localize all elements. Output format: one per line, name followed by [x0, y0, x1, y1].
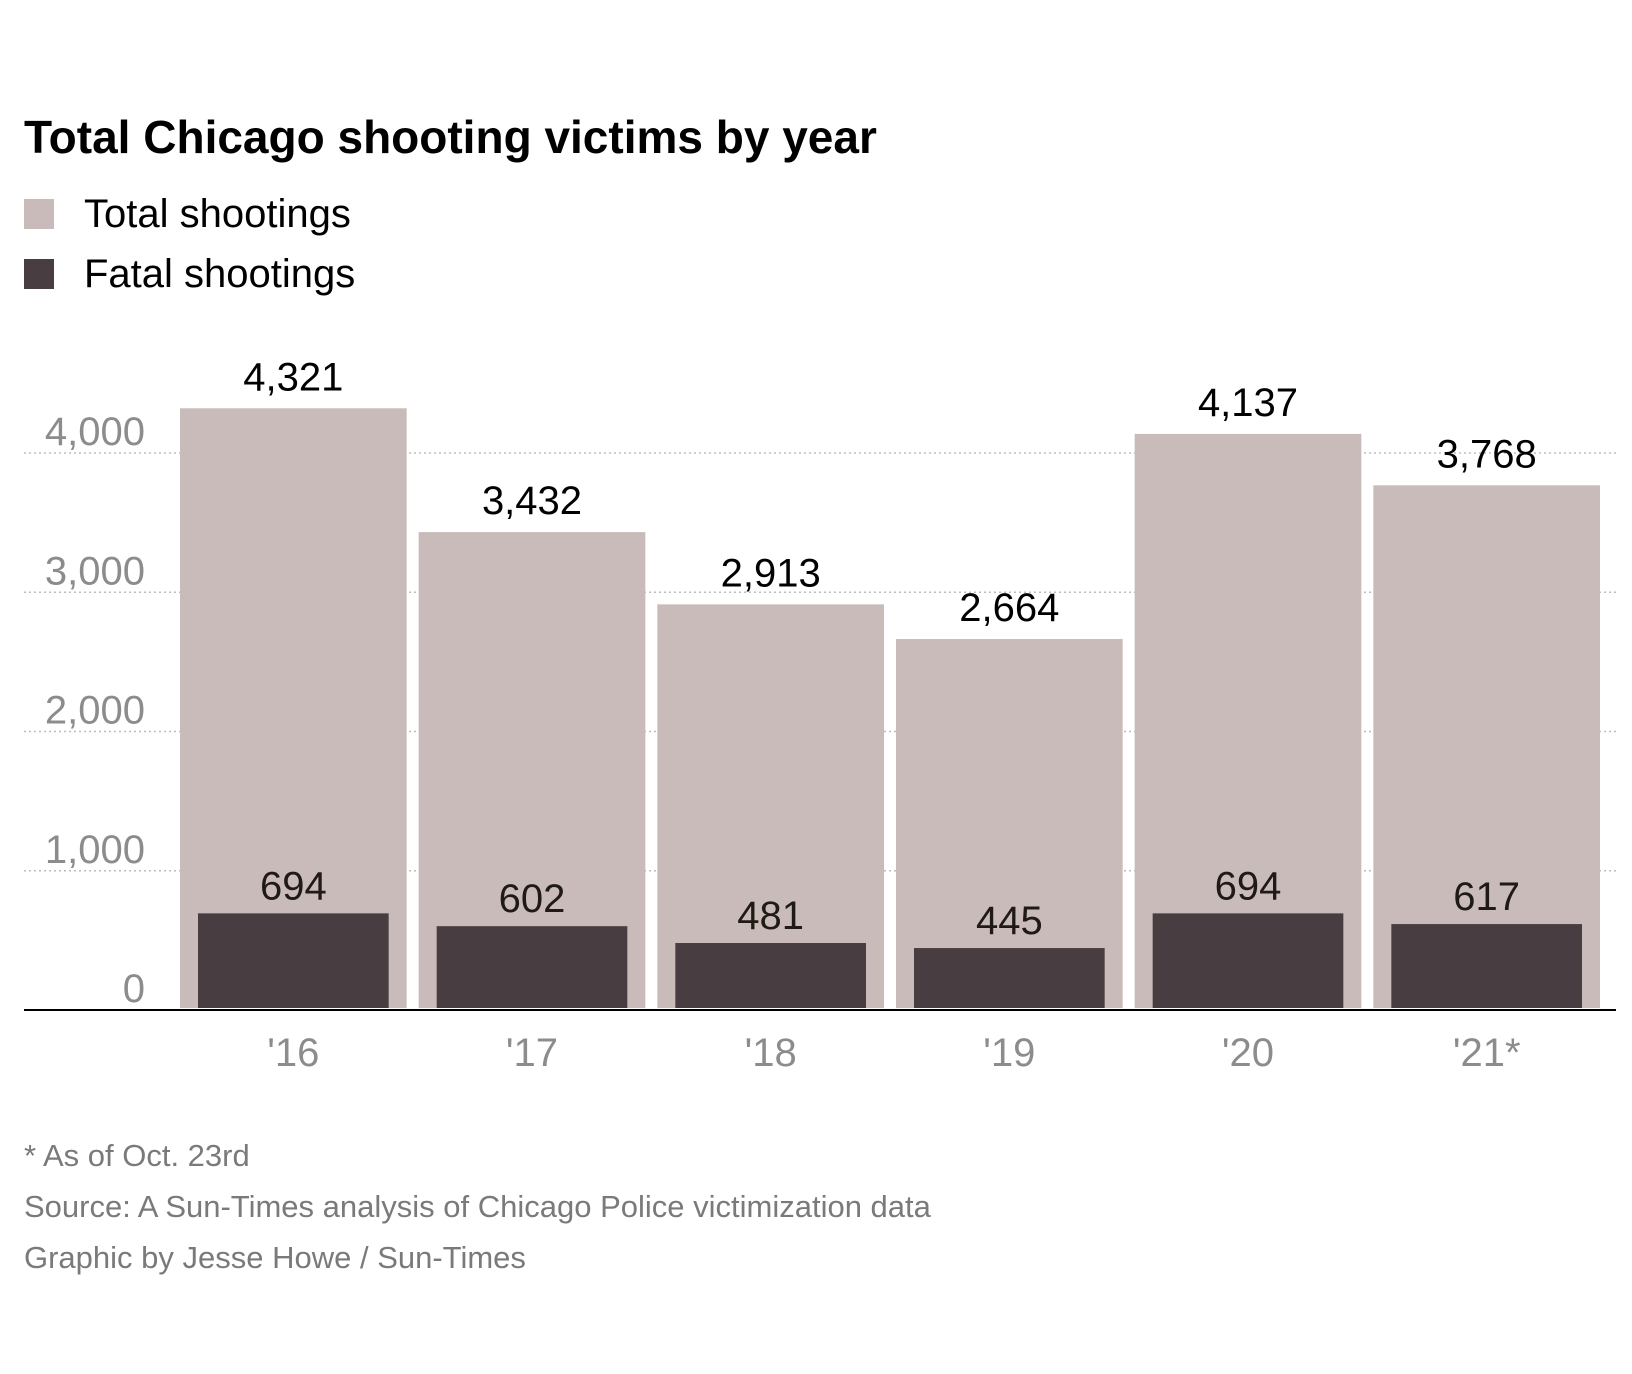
x-tick-label: '16 [267, 1031, 319, 1075]
footnote: * As of Oct. 23rd [24, 1138, 250, 1173]
bar-total-label: 3,768 [1437, 432, 1537, 476]
y-tick-label: 0 [123, 967, 145, 1011]
bar-total-label: 4,137 [1198, 381, 1298, 425]
bar-total-label: 2,913 [721, 551, 821, 595]
legend-item-fatal: Fatal shootings [24, 244, 355, 304]
legend-label-fatal: Fatal shootings [84, 251, 356, 296]
y-tick-label: 4,000 [45, 410, 145, 454]
bar-fatal-label: 481 [737, 894, 804, 938]
x-tick-label: '18 [745, 1031, 797, 1075]
bar-fatal-label: 617 [1453, 875, 1520, 919]
x-tick-label: '21* [1453, 1031, 1521, 1075]
x-tick-label: '19 [983, 1031, 1035, 1075]
bar-total-label: 4,321 [243, 355, 343, 399]
bar-fatal-label: 602 [499, 877, 566, 921]
chart-footer: * As of Oct. 23rd Source: A Sun-Times an… [24, 1130, 931, 1283]
source-note: Source: A Sun-Times analysis of Chicago … [24, 1189, 931, 1224]
y-tick-label: 2,000 [45, 689, 145, 733]
legend-item-total: Total shootings [24, 184, 355, 244]
bar-fatal [1391, 924, 1582, 1008]
bar-total [1134, 433, 1362, 1009]
legend-label-total: Total shootings [84, 191, 351, 236]
legend-swatch-fatal [24, 259, 54, 289]
bar-fatal [914, 948, 1105, 1008]
bar-total-label: 3,432 [482, 479, 582, 523]
bar-total [896, 639, 1123, 1008]
bar-fatal-label: 694 [260, 864, 327, 908]
chart-legend: Total shootings Fatal shootings [24, 184, 355, 304]
legend-swatch-total [24, 199, 54, 229]
bar-fatal-label: 445 [976, 899, 1043, 943]
credit-note: Graphic by Jesse Howe / Sun-Times [24, 1240, 526, 1275]
bar-total [180, 408, 407, 1008]
bar-fatal [675, 943, 866, 1008]
bar-fatal [1152, 913, 1344, 1008]
x-tick-label: '17 [506, 1031, 558, 1075]
bar-fatal [436, 926, 628, 1008]
bar-fatal-label: 694 [1215, 864, 1282, 908]
y-tick-label: 1,000 [45, 828, 145, 872]
y-tick-label: 3,000 [45, 549, 145, 593]
bar-fatal [198, 913, 389, 1008]
x-tick-label: '20 [1222, 1031, 1274, 1075]
bar-total-label: 2,664 [959, 586, 1059, 630]
bar-total [657, 604, 884, 1008]
chart-title: Total Chicago shooting victims by year [24, 111, 877, 163]
bar-total [1373, 485, 1600, 1008]
